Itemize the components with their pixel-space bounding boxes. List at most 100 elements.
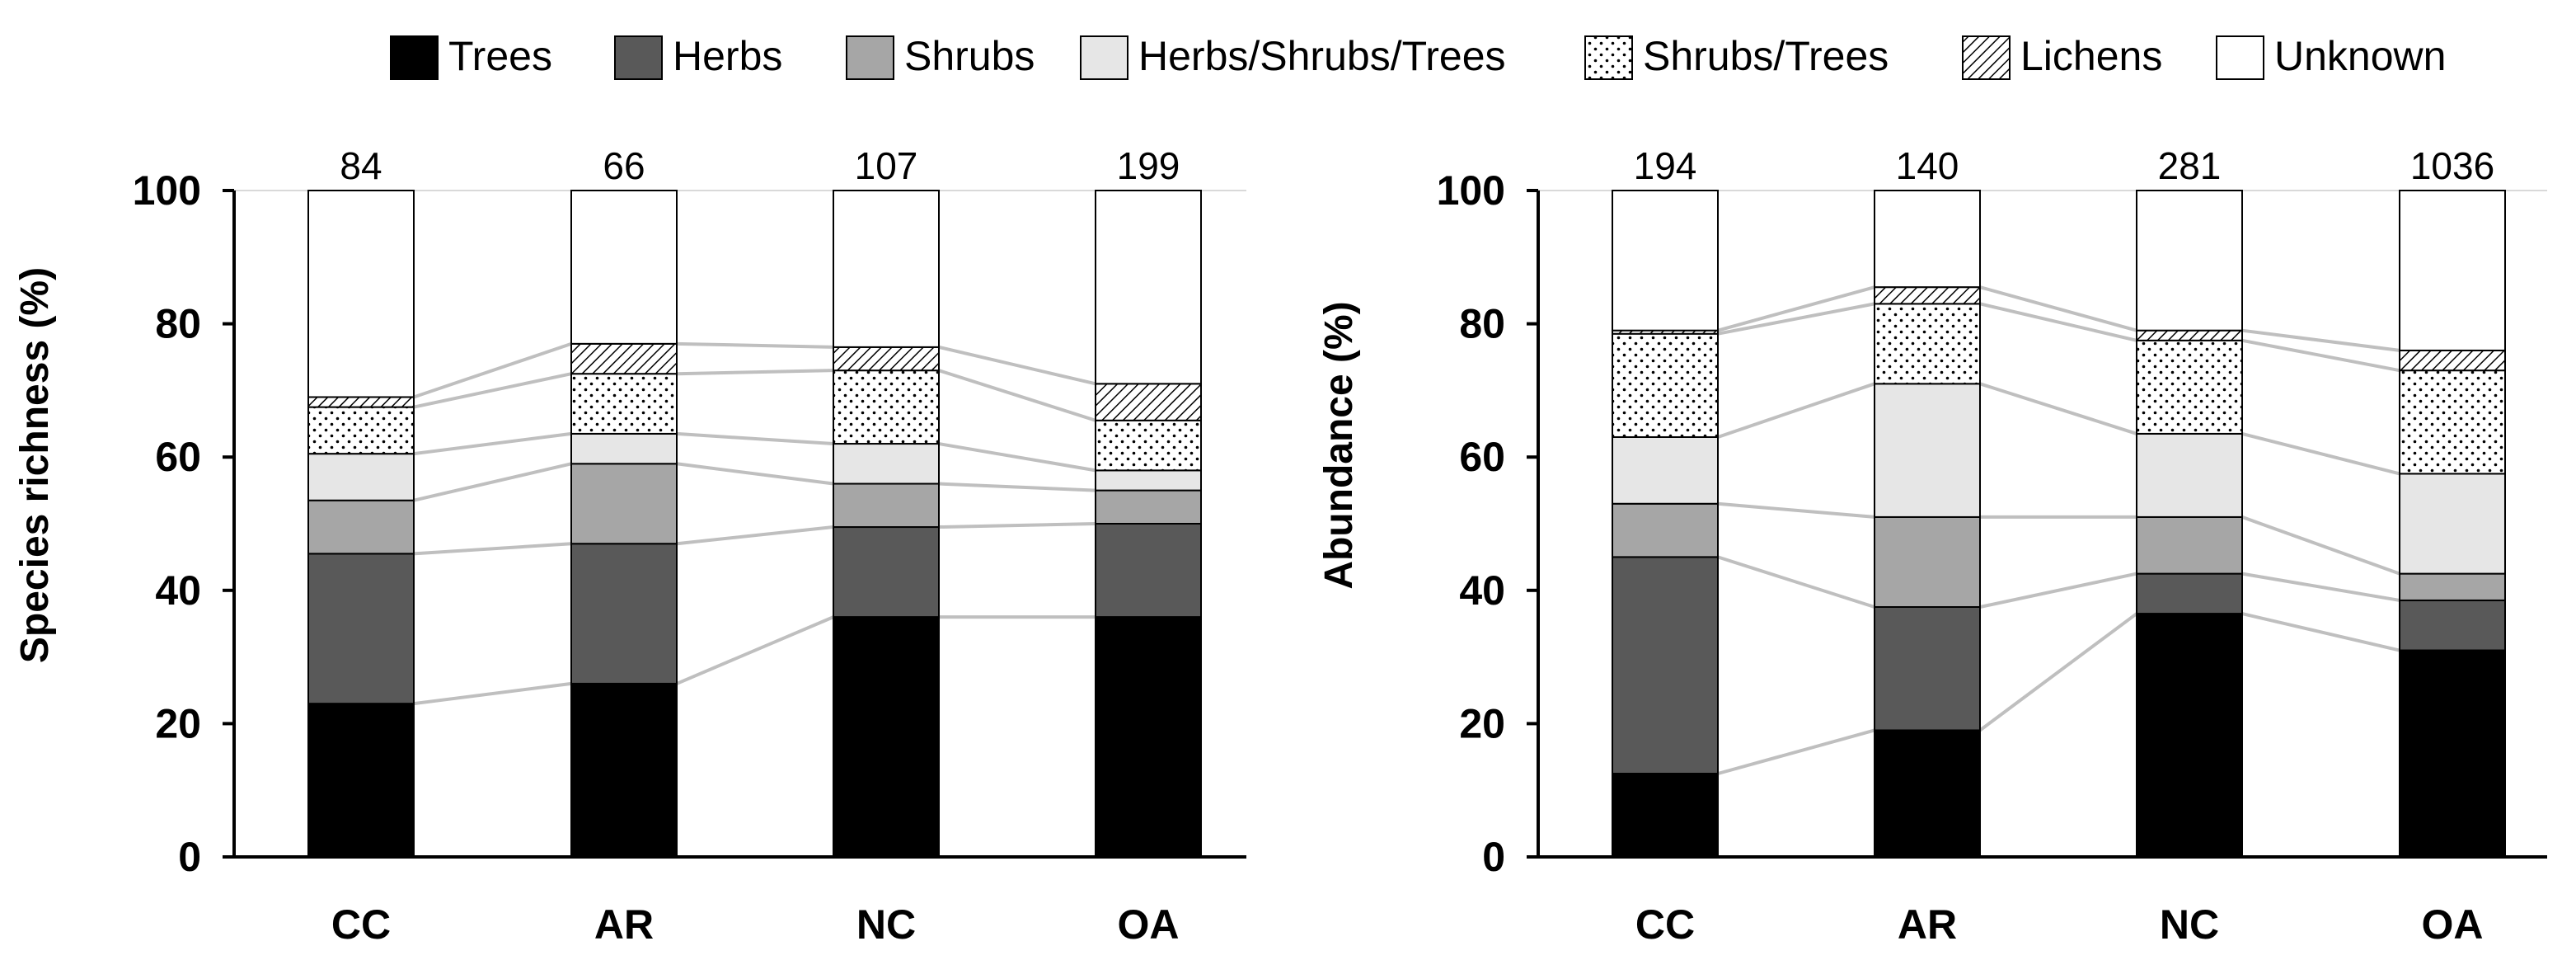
ylabel-abundance: Abundance (%) [1317, 301, 1361, 589]
connector-line [1717, 285, 1875, 332]
bar-segment-cc-trees [307, 703, 415, 858]
bar-segment-nc-herbs [2136, 572, 2243, 615]
bar-segment-ar-unknown [1874, 190, 1981, 289]
legend-label-shrubs-trees: Shrubs/Trees [1643, 33, 1889, 79]
x-tick-label-nc: NC [2160, 901, 2219, 948]
bar-segment-oa-lichens [2399, 349, 2506, 372]
connector-line [676, 462, 834, 486]
bar-segment-cc-unknown [307, 190, 415, 398]
legend-swatch-shrubs [846, 35, 894, 80]
connector-line [1717, 302, 1875, 336]
legend-swatch-herbs-shrubs-trees [1080, 35, 1128, 80]
y-tick-label: 40 [1459, 567, 1505, 614]
x-tick-label-oa: OA [1118, 901, 1180, 948]
y-tick-label: 80 [155, 301, 201, 347]
legend-swatch-shrubs-trees [1584, 35, 1633, 80]
bar-segment-nc-trees [2136, 613, 2243, 859]
connector-line [413, 431, 572, 456]
legend-label-herbs-shrubs-trees: Herbs/Shrubs/Trees [1138, 33, 1506, 79]
connector-line [1717, 555, 1875, 609]
x-tick-label-ar: AR [594, 901, 654, 948]
connector-line [2241, 338, 2400, 373]
connector-line [676, 369, 834, 376]
legend-label-shrubs: Shrubs [904, 33, 1035, 79]
species-richness-chart: Species richness (%) 84 CC 66 AR 107 NC 199 OA 0… [13, 144, 1246, 948]
connector-line [2241, 612, 2400, 652]
legend-label-lichens: Lichens [2020, 33, 2162, 79]
bar-segment-oa-shrubs-trees [2399, 369, 2506, 475]
bar-total-label: 140 [1896, 144, 1959, 187]
bar-segment-nc-herbs [833, 526, 940, 619]
bar-segment-cc-herbs [307, 553, 415, 705]
y-tick-label: 20 [155, 700, 201, 746]
connector-line [938, 522, 1096, 529]
bar-segment-oa-herbs-shrubs-trees [2399, 473, 2506, 575]
bar-segment-cc-shrubs-trees [307, 406, 415, 455]
connector-line [413, 372, 572, 409]
connector-line [1978, 612, 2138, 732]
x-tick-label-cc: CC [1635, 901, 1695, 948]
bar-segment-oa-unknown [2399, 190, 2506, 351]
bar-segment-oa-herbs [2399, 599, 2506, 652]
bar-segment-nc-shrubs [833, 482, 940, 529]
bar-segment-cc-lichens [307, 396, 415, 408]
legend-swatch-unknown [2216, 35, 2264, 80]
bar-segment-oa-shrubs [2399, 572, 2506, 601]
bar-segment-ar-trees [570, 682, 678, 858]
bar-segment-oa-herbs-shrubs-trees [1095, 469, 1202, 492]
bar-segment-ar-shrubs-trees [1874, 303, 1981, 385]
bar-segment-nc-shrubs [2136, 515, 2243, 575]
bar-segment-nc-lichens [833, 346, 940, 372]
bar-segment-nc-herbs-shrubs-trees [833, 443, 940, 485]
x-tick-label-nc: NC [856, 901, 916, 948]
bar-total-label: 281 [2158, 144, 2222, 187]
bar-segment-nc-lichens [2136, 329, 2243, 341]
bar-total-label: 194 [1634, 144, 1697, 187]
bar-total-label: 199 [1117, 144, 1180, 187]
bar-segment-nc-trees [833, 616, 940, 858]
bar-segment-ar-lichens [570, 342, 678, 375]
y-tick-label: 0 [1482, 834, 1505, 880]
bar-total-label: 107 [855, 144, 918, 187]
legend-swatch-lichens [1962, 35, 2011, 80]
connector-line [2241, 431, 2400, 476]
legend-swatch-herbs [614, 35, 663, 80]
connector-line [1717, 501, 1875, 519]
connector-line [1717, 382, 1875, 439]
bar-segment-ar-unknown [570, 190, 678, 345]
bar-segment-cc-unknown [1612, 190, 1719, 332]
x-tick-label-cc: CC [331, 901, 391, 948]
bar-segment-cc-trees [1612, 773, 1719, 858]
connector-line [938, 345, 1096, 386]
y-tick-label: 0 [178, 834, 201, 880]
connector-line [1979, 572, 2137, 609]
connector-line [2241, 572, 2400, 602]
connector-line [938, 369, 1096, 422]
y-tick-label: 100 [1437, 167, 1505, 214]
connector-line [938, 482, 1096, 492]
legend-swatch-trees [390, 35, 439, 80]
bar-segment-oa-unknown [1095, 190, 1202, 385]
y-tick-label: 100 [133, 167, 201, 214]
bar-segment-ar-shrubs-trees [570, 373, 678, 435]
y-tick-label: 60 [155, 434, 201, 480]
bar-total-label: 1036 [2410, 144, 2494, 187]
bar-segment-oa-trees [2399, 649, 2506, 859]
bar-segment-oa-herbs [1095, 523, 1202, 619]
bar-segment-nc-shrubs-trees [833, 369, 940, 445]
abundance-chart: Abundance (%) 194 CC 140 AR 281 NC 1036 OA 0 20 40… [1317, 144, 2547, 948]
legend-label-trees: Trees [448, 33, 552, 79]
bar-segment-oa-lichens [1095, 383, 1202, 421]
bar-segment-nc-unknown [833, 190, 940, 348]
bar-segment-ar-shrubs [570, 463, 678, 545]
x-tick-label-ar: AR [1898, 901, 1957, 948]
connector-line [1979, 302, 2137, 342]
bar-total-label: 84 [340, 144, 382, 187]
bar-segment-ar-trees [1874, 729, 1981, 858]
bar-segment-ar-lichens [1874, 286, 1981, 305]
connector-line [1979, 285, 2137, 332]
y-tick-label: 60 [1459, 434, 1505, 480]
bar-segment-nc-shrubs-trees [2136, 339, 2243, 435]
connector-line [413, 462, 572, 502]
